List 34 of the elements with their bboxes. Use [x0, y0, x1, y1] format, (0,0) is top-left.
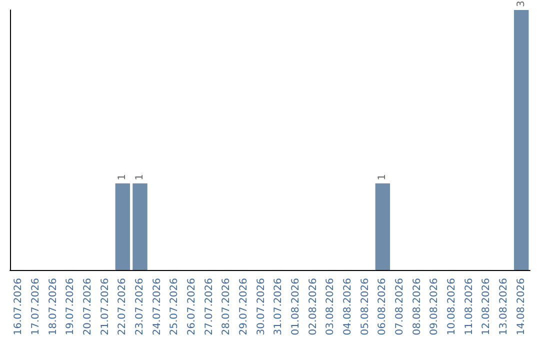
- x-tick-label: 13.08.2026: [498, 278, 510, 336]
- x-tick-label: 14.08.2026: [516, 278, 527, 336]
- x-tick-label: 10.08.2026: [446, 278, 458, 336]
- x-tick-label: 02.08.2026: [308, 278, 319, 336]
- x-tick-label: 21.07.2026: [100, 278, 111, 336]
- x-tick-label: 22.07.2026: [117, 278, 128, 336]
- x-tick-label: 31.07.2026: [273, 278, 284, 336]
- x-tick-label: 07.08.2026: [394, 278, 406, 336]
- data-label: 3: [516, 0, 527, 7]
- x-tick-label: 19.07.2026: [65, 278, 76, 336]
- x-tick-label: 18.07.2026: [48, 278, 59, 336]
- x-tick-label: 16.07.2026: [13, 278, 24, 336]
- x-tick-label: 27.07.2026: [204, 278, 215, 336]
- data-label: 1: [134, 174, 146, 180]
- data-label: 1: [377, 174, 388, 180]
- x-tick-label: 30.07.2026: [256, 278, 267, 336]
- x-tick-label: 12.08.2026: [481, 278, 492, 336]
- x-tick-label: 04.08.2026: [342, 278, 354, 336]
- x-tick-label: 03.08.2026: [325, 278, 336, 336]
- x-tick-label: 23.07.2026: [134, 278, 146, 336]
- x-tick-label: 06.08.2026: [377, 278, 388, 336]
- x-tick-label: 26.07.2026: [186, 278, 198, 336]
- x-tick-label: 08.08.2026: [412, 278, 423, 336]
- x-tick-label: 24.07.2026: [152, 278, 163, 336]
- data-label: 1: [117, 174, 128, 180]
- x-tick-label: 11.08.2026: [464, 278, 475, 336]
- x-tick-label: 05.08.2026: [360, 278, 371, 336]
- x-tick-label: 29.07.2026: [238, 278, 250, 336]
- x-tick-label: 17.07.2026: [30, 278, 42, 336]
- x-tick-label: 20.07.2026: [82, 278, 94, 336]
- x-tick-label: 25.07.2026: [169, 278, 180, 336]
- x-tick-label: 01.08.2026: [290, 278, 302, 336]
- x-tick-label: 28.07.2026: [221, 278, 232, 336]
- x-tick-label: 09.08.2026: [429, 278, 440, 336]
